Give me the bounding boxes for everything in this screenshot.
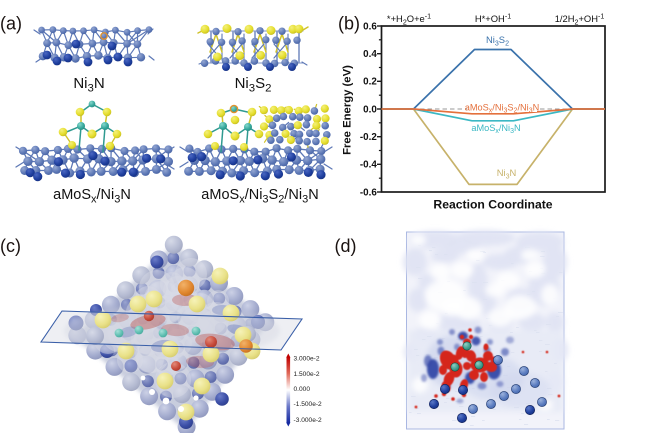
svg-text:1/2H2+OH-1: 1/2H2+OH-1 — [555, 13, 605, 27]
svg-text:(a): (a) — [0, 14, 22, 34]
svg-text:Reaction Coordinate: Reaction Coordinate — [433, 198, 552, 212]
svg-text:0.6: 0.6 — [363, 21, 377, 32]
svg-text:-3.000e-2: -3.000e-2 — [294, 417, 323, 424]
svg-text:(d): (d) — [335, 236, 357, 256]
svg-text:1.500e-2: 1.500e-2 — [294, 371, 320, 378]
svg-text:aMoSx/Ni3N: aMoSx/Ni3N — [53, 187, 131, 205]
svg-text:(c): (c) — [0, 236, 21, 256]
svg-text:aMoSx/Ni3N: aMoSx/Ni3N — [471, 123, 520, 135]
svg-text:aMoSx/Ni3S2/Ni3N: aMoSx/Ni3S2/Ni3N — [465, 103, 539, 115]
svg-text:-0.2: -0.2 — [360, 132, 377, 143]
svg-text:H*+OH-1: H*+OH-1 — [475, 13, 511, 24]
svg-text:0.0: 0.0 — [363, 104, 377, 115]
svg-text:Ni3N: Ni3N — [73, 75, 104, 95]
svg-text:3.000e-2: 3.000e-2 — [294, 356, 320, 363]
svg-text:0.2: 0.2 — [363, 77, 377, 88]
svg-text:*+H2O+e-1: *+H2O+e-1 — [387, 13, 431, 27]
svg-text:(b): (b) — [338, 14, 360, 34]
svg-text:Ni3S2: Ni3S2 — [486, 34, 509, 47]
svg-text:-0.6: -0.6 — [360, 187, 377, 198]
svg-text:Ni3S2: Ni3S2 — [235, 75, 272, 95]
svg-text:aMoSx/Ni3S2/Ni3N: aMoSx/Ni3S2/Ni3N — [201, 187, 318, 205]
svg-text:-0.4: -0.4 — [360, 160, 377, 171]
svg-text:-1.500e-2: -1.500e-2 — [294, 401, 323, 408]
svg-text:Ni3N: Ni3N — [497, 167, 517, 180]
svg-text:0.000: 0.000 — [294, 386, 311, 393]
svg-text:Free Energy (eV): Free Energy (eV) — [341, 65, 353, 155]
svg-text:0.4: 0.4 — [363, 49, 377, 60]
